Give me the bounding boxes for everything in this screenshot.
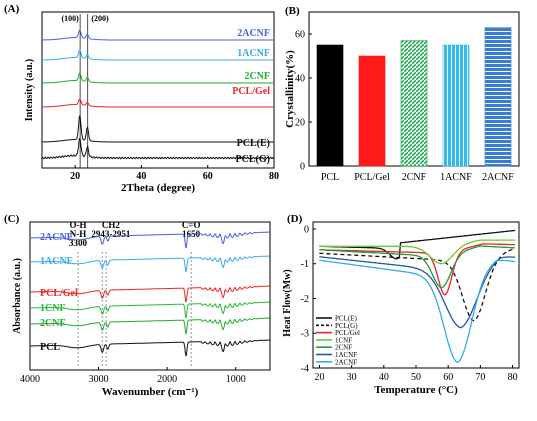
panel-b-bar-PCL xyxy=(316,44,344,167)
panel-d-ylabel: Heat Flow(Mw) xyxy=(282,269,293,336)
panel-c-series-label: PCL/Gel xyxy=(40,288,78,299)
panel-d-series-2ACNF xyxy=(319,259,516,363)
panel-a-series-label: PCL(G) xyxy=(236,154,270,165)
panel-a-xtick-label: 80 xyxy=(269,171,279,182)
panel-a-series-label: PCL(E) xyxy=(237,138,270,149)
panel-a-peak-label: (100) xyxy=(62,14,80,23)
panel-d-series-PCL/Gel xyxy=(319,243,516,296)
panel-c-series-1CNF xyxy=(30,301,270,319)
panel-a-series-PCL(E) xyxy=(41,115,274,143)
panel-d-xtick-label: 80 xyxy=(508,372,518,383)
panel-c-annotation: O-H xyxy=(70,220,87,230)
panel-d-legend-label: 2ACNF xyxy=(335,358,357,366)
panel-a-xtick-label: 60 xyxy=(203,171,213,182)
panel-a-series-label: 1ACNF xyxy=(237,48,270,59)
panel-d-series-1CNF xyxy=(319,239,516,265)
panel-d-ytick-label: -1 xyxy=(301,259,309,270)
panel-b-label: (B) xyxy=(285,5,300,17)
panel-c-series-1ACNF xyxy=(30,255,270,273)
panel-c-series-label: 1ACNF xyxy=(40,256,73,267)
panel-a-series-label: 2CNF xyxy=(244,71,270,82)
panel-c-series-2ACNF xyxy=(30,231,270,249)
panel-d-series-1ACNF xyxy=(319,256,516,329)
panel-d-ytick-label: -3 xyxy=(301,329,309,340)
panel-c-frame xyxy=(29,221,271,371)
panel-b-bar-2ACNF xyxy=(484,27,512,167)
panel-b-ytick-label: 60 xyxy=(295,30,305,41)
panel-d-legend-label: 1CNF xyxy=(335,336,352,344)
panel-c-annotation: 2943-2951 xyxy=(91,229,130,239)
panel-c-annotation: CH2 xyxy=(102,220,121,230)
panel-d-xtick-label: 60 xyxy=(443,372,453,383)
panel-a-xtick-label: 20 xyxy=(70,171,80,182)
panel-b-ytick-label: 0 xyxy=(300,162,305,173)
panel-d-legend-label: 2CNF xyxy=(335,344,352,352)
panel-d-xtick-label: 20 xyxy=(314,372,324,383)
panel-a-xtick-label: 40 xyxy=(136,171,146,182)
panel-a-xlabel: 2Theta (degree) xyxy=(121,182,195,194)
panel-a-series-label: 2ACNF xyxy=(237,28,270,39)
panel-c-annotation: 3300 xyxy=(69,238,88,248)
panel-c-series-label: 2CNF xyxy=(40,318,66,329)
panel-b-bar-PCL/Gel xyxy=(358,55,386,167)
panel-d-label: (D) xyxy=(287,213,303,225)
panel-c-xlabel: Wavenumber (cm⁻¹) xyxy=(102,386,199,398)
panel-b-bar-2CNF xyxy=(400,40,428,167)
panel-d-legend-label: PCL(G) xyxy=(335,322,358,330)
panel-d-xtick-label: 40 xyxy=(379,372,389,383)
panel-b-category-label: 2CNF xyxy=(402,172,427,183)
panel-c-series-PCL xyxy=(30,339,270,357)
panel-c-xtick-label: 3000 xyxy=(89,374,109,385)
panel-d-legend-label: PCL(E) xyxy=(335,315,357,323)
panel-a-label: (A) xyxy=(4,3,20,15)
panel-c-label: (C) xyxy=(4,213,20,225)
panel-c-series-label: 2ACNF xyxy=(40,232,73,243)
panel-c-xtick-label: 1000 xyxy=(226,374,246,385)
panel-d-xtick-label: 70 xyxy=(475,372,485,383)
panel-d-series-2CNF xyxy=(319,245,516,289)
panel-c-xtick-label: 4000 xyxy=(20,374,40,385)
panel-d-xtick-label: 30 xyxy=(347,372,357,383)
panel-b-category-label: PCL xyxy=(321,172,339,183)
panel-d-ytick-label: 0 xyxy=(304,224,309,235)
panel-c-series-2CNF xyxy=(30,317,270,335)
panel-c-ylabel: Absorbance (a.u.) xyxy=(12,258,23,334)
panel-c-annotation: C=O xyxy=(182,220,201,230)
panel-d-legend-label: 1ACNF xyxy=(335,351,357,359)
panel-c-series-PCL/Gel xyxy=(30,285,270,303)
panel-a-series-label: PCL/Gel xyxy=(232,86,270,97)
panel-a-series-2ACNF xyxy=(41,29,274,41)
panel-a-series-1ACNF xyxy=(41,49,274,61)
panel-a-series-2CNF xyxy=(41,72,274,84)
panel-c-annotation: N-H xyxy=(70,229,87,239)
panel-b-ylabel: Crystallinity(%) xyxy=(284,50,296,128)
panel-b-category-label: 1ACNF xyxy=(440,172,472,183)
panel-c-xtick-label: 2000 xyxy=(157,374,177,385)
panel-b-category-label: 2ACNF xyxy=(482,172,514,183)
panel-a-series-PCL/Gel xyxy=(41,98,274,108)
panel-d-ytick-label: -2 xyxy=(301,294,309,305)
panel-d-ytick-label: -4 xyxy=(301,364,309,375)
panel-b-ytick-label: 20 xyxy=(295,118,305,129)
panel-b-category-label: PCL/Gel xyxy=(354,172,390,183)
panel-b-bar-1ACNF xyxy=(442,44,470,167)
panel-d-xlabel: Temperature (°C) xyxy=(374,384,458,396)
panel-b-ytick-label: 40 xyxy=(295,74,305,85)
panel-a-series-PCL(G) xyxy=(41,137,275,160)
panel-a-ylabel: Intensity (a.u.) xyxy=(24,59,35,122)
panel-a-peak-label: (200) xyxy=(91,14,109,23)
panel-a-frame xyxy=(41,11,275,169)
panel-c-series-label: 1CNF xyxy=(40,303,66,314)
panel-c-series-label: PCL xyxy=(40,342,60,353)
panel-d-legend-label: PCL/Gel xyxy=(335,329,360,337)
panel-d-xtick-label: 50 xyxy=(411,372,421,383)
panel-d-series-PCL(G) xyxy=(319,248,516,322)
panel-d-series-PCL(E) xyxy=(319,229,516,260)
